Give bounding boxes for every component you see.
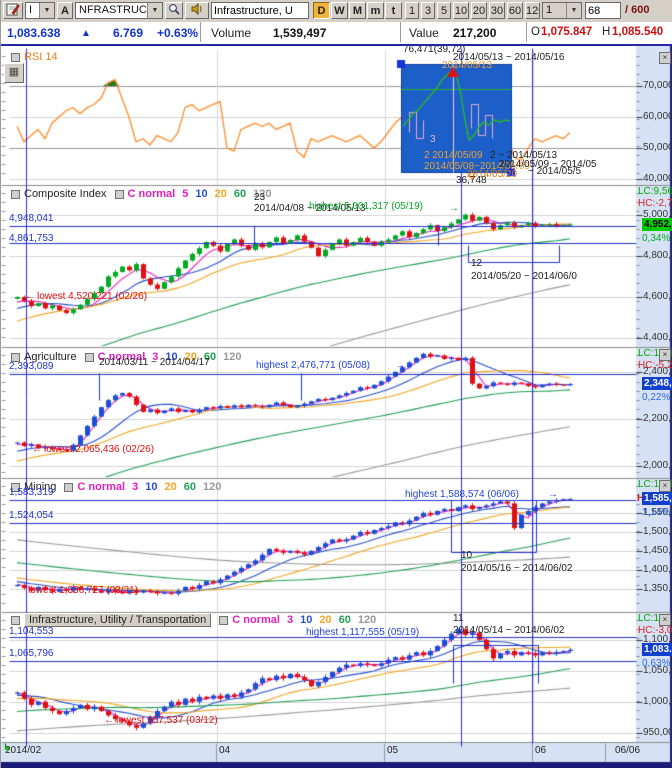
a-button[interactable]: A: [57, 2, 73, 19]
up-arrow-icon: ▲: [81, 28, 91, 39]
notepad-icon: [6, 3, 20, 16]
minute-label: 60: [508, 5, 522, 17]
minute-button-60[interactable]: 60: [507, 2, 523, 19]
minute-label: 5: [440, 5, 448, 17]
volume-label: Volume: [211, 26, 252, 40]
panel-close-icon[interactable]: ×: [659, 480, 671, 492]
period-button-weekly[interactable]: W: [331, 2, 348, 19]
period-button-daily[interactable]: D: [313, 2, 330, 19]
ticker-code-combo[interactable]: NFRASTRUC ▼: [75, 2, 163, 19]
minute-button-5[interactable]: 5: [437, 2, 451, 19]
minute-button-20[interactable]: 20: [471, 2, 487, 19]
symbol-type-value: I: [29, 4, 33, 16]
period-label: W: [334, 5, 345, 17]
high-value: 1,085.540: [612, 26, 664, 38]
price-info-bar: 1,083.638 ▲ 6.769 +0.63% Volume 1,539,49…: [1, 22, 672, 46]
minute-button-120[interactable]: 120: [525, 2, 540, 19]
high-label: H: [602, 26, 611, 38]
chevron-down-icon[interactable]: ▼: [39, 3, 54, 18]
chevron-down-icon[interactable]: ▼: [147, 3, 162, 18]
minute-label: 20: [472, 5, 486, 17]
panel-close-icon[interactable]: ×: [659, 52, 671, 64]
search-icon: [169, 4, 180, 15]
minute-label: 3: [424, 5, 432, 17]
period-label: m: [370, 5, 381, 17]
speaker-icon: [191, 2, 201, 16]
value-value: 217,200: [453, 26, 497, 40]
minute-button-1[interactable]: 1: [405, 2, 419, 19]
volume-value: 1,539,497: [273, 26, 327, 40]
bar-total-label: / 600: [625, 4, 650, 16]
price-change-percent: +0.63%: [157, 26, 199, 40]
period-button-tick[interactable]: t: [385, 2, 402, 19]
period-label: t: [391, 5, 396, 17]
panel-close-icon[interactable]: ×: [659, 614, 671, 626]
value-label: Value: [409, 26, 439, 40]
notepad-icon-button[interactable]: [3, 2, 23, 19]
minute-label: 120: [526, 5, 539, 17]
minute-button-30[interactable]: 30: [489, 2, 505, 19]
period-button-minute[interactable]: m: [367, 2, 384, 19]
period-label: D: [317, 5, 326, 17]
period-label: M: [352, 5, 363, 17]
panel-close-icon[interactable]: ×: [659, 349, 671, 361]
current-price: 1,083.638: [7, 26, 61, 40]
minute-label: 10: [454, 5, 468, 17]
minute-label: 1: [408, 5, 416, 17]
divider: [526, 22, 527, 42]
instrument-name-input[interactable]: [211, 2, 309, 19]
open-value: 1,075.847: [541, 26, 593, 38]
ticker-code-value: NFRASTRUC: [79, 4, 147, 16]
bar-interval-value: 1: [546, 4, 553, 16]
price-change: 6.769: [113, 26, 144, 40]
sound-alert-button[interactable]: ▼: [185, 2, 209, 33]
symbol-type-combo[interactable]: I ▼: [25, 2, 55, 19]
minute-button-10[interactable]: 10: [453, 2, 469, 19]
minute-button-3[interactable]: 3: [421, 2, 435, 19]
divider: [200, 22, 201, 42]
main-toolbar: I▼ A NFRASTRUC▼ ▼ D W M m t 1 3 5 10 20 …: [1, 0, 672, 33]
period-button-monthly[interactable]: M: [349, 2, 366, 19]
search-button[interactable]: [165, 2, 183, 19]
open-label: O: [531, 26, 540, 38]
bar-interval-combo[interactable]: 1 ▼: [542, 2, 582, 19]
grid-settings-button[interactable]: ▦: [4, 63, 24, 83]
a-button-label: A: [61, 5, 69, 17]
divider: [400, 22, 401, 42]
minute-label: 30: [490, 5, 504, 17]
chevron-down-icon[interactable]: ▼: [566, 3, 581, 18]
bar-count-input[interactable]: [585, 2, 621, 19]
